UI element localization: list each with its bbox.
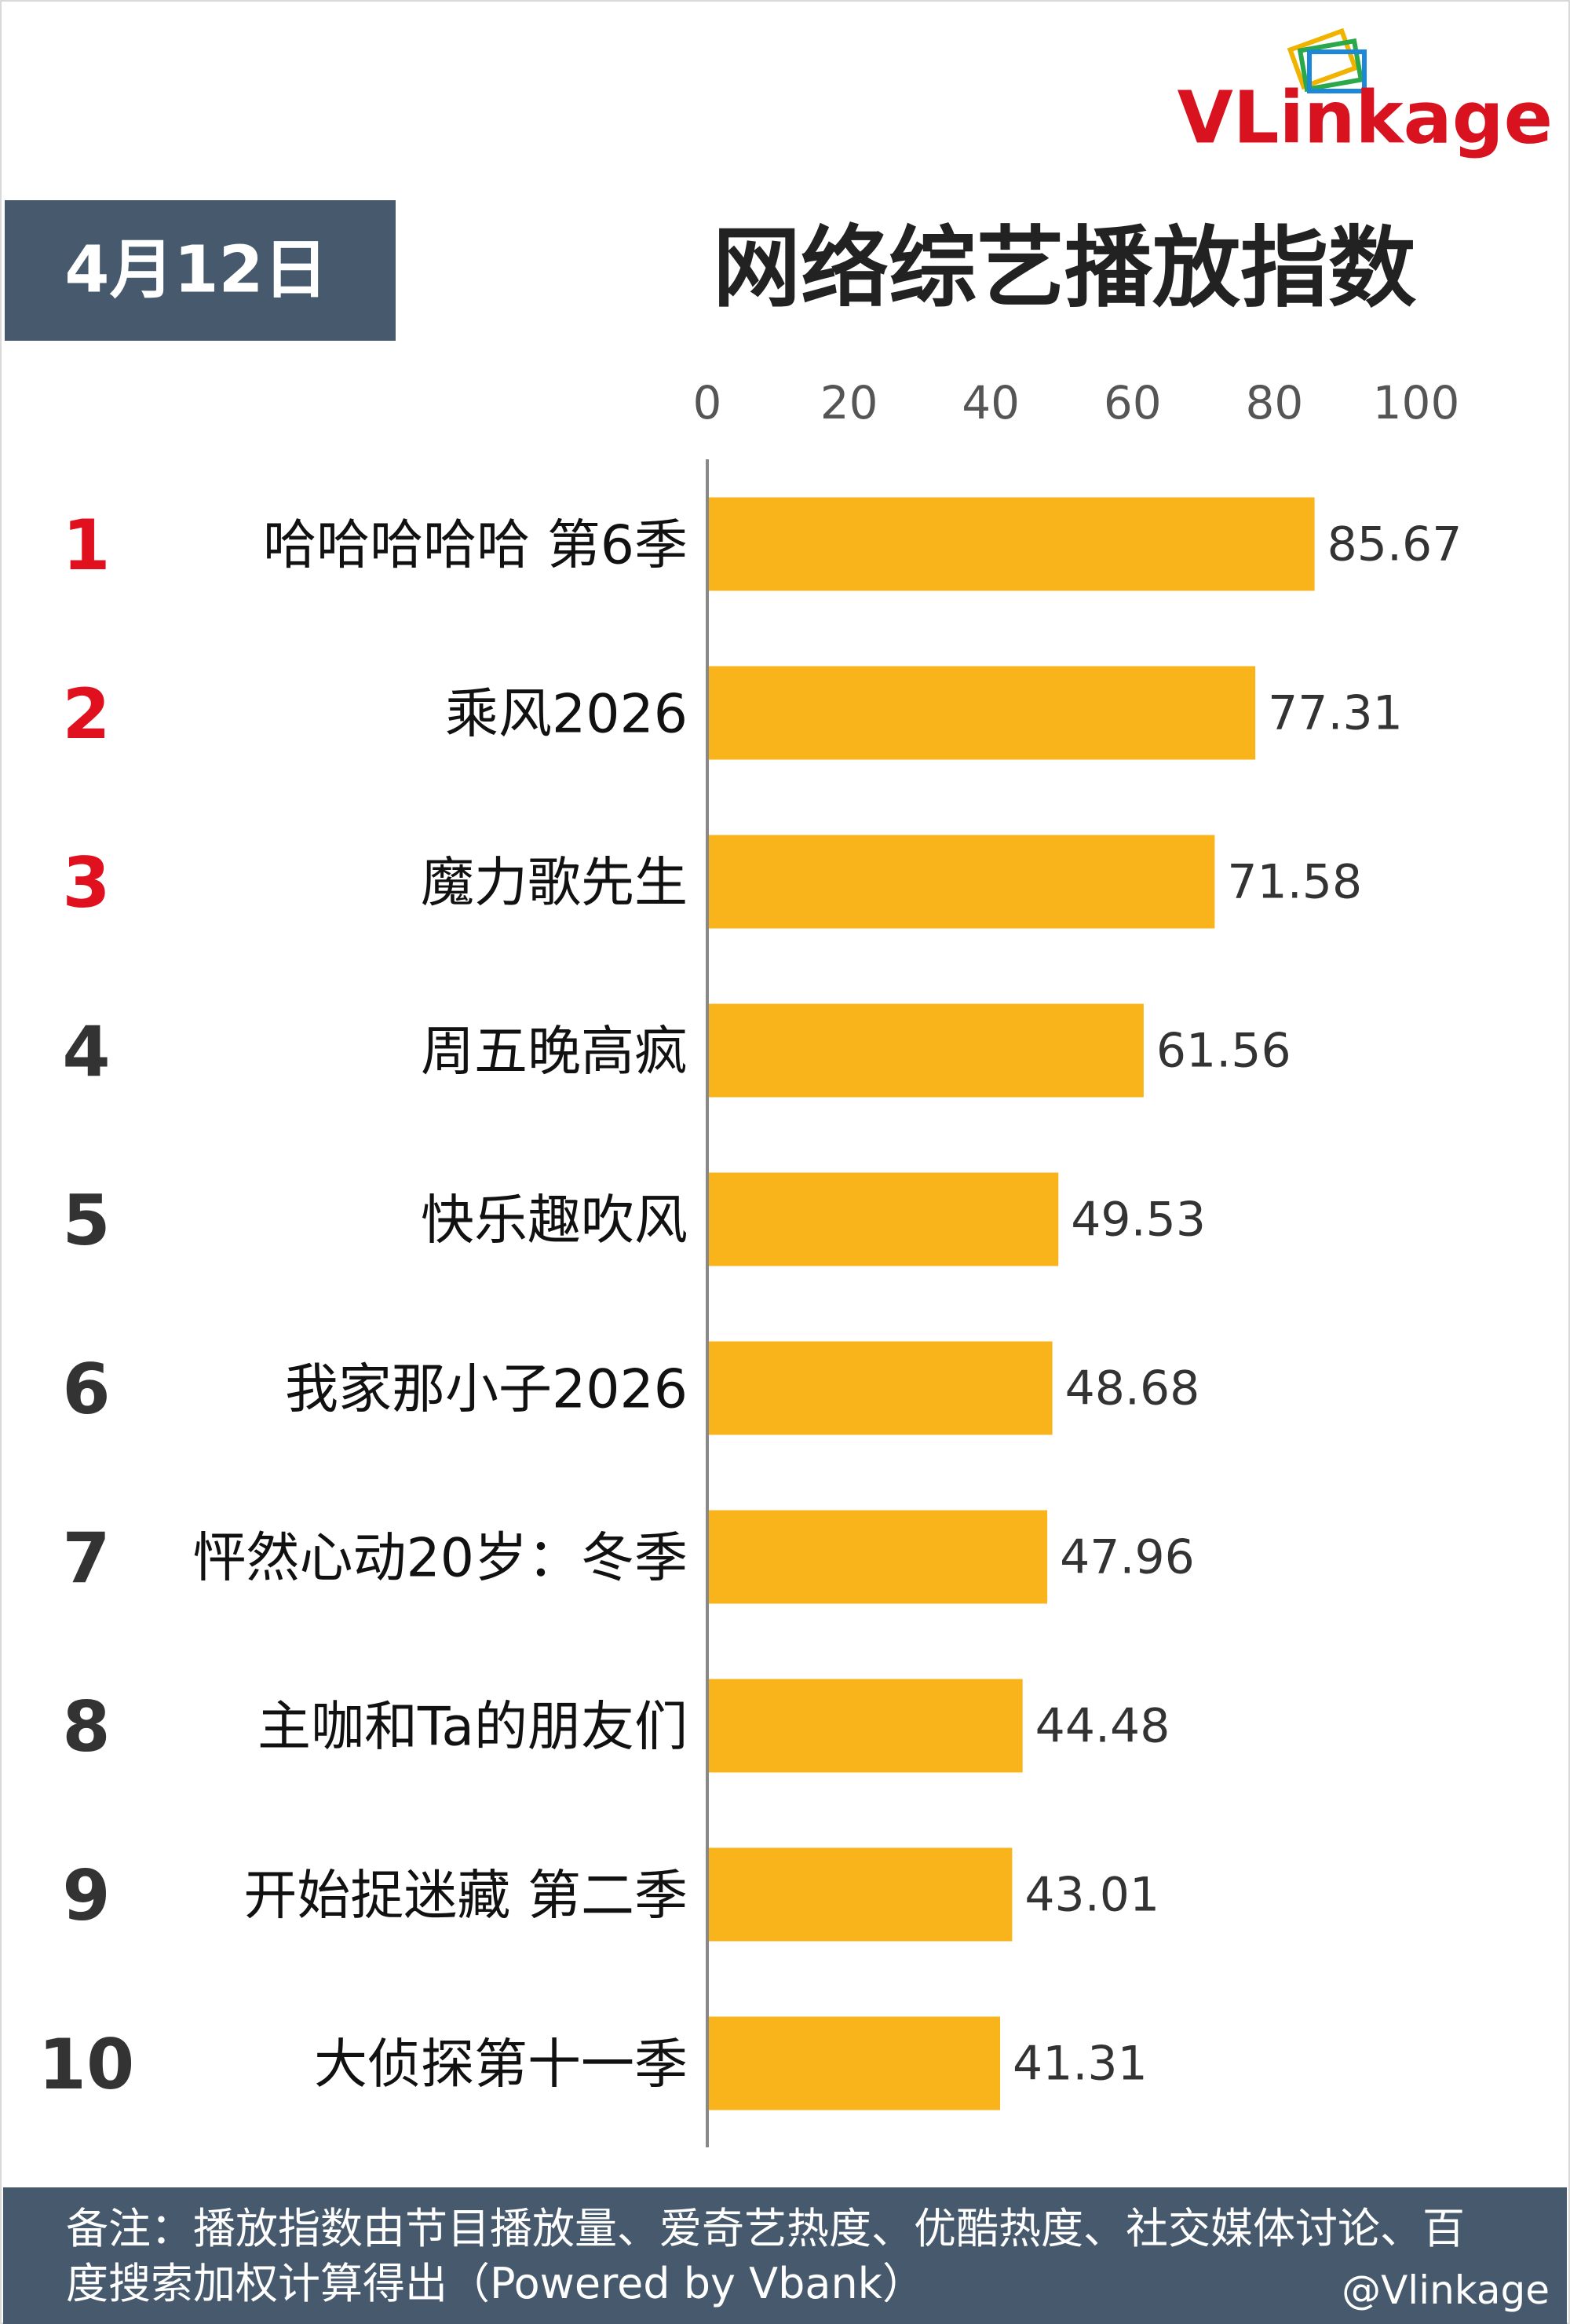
logo-icon: [1287, 27, 1367, 93]
bar: [709, 1679, 1023, 1773]
x-tick-label: 100: [1373, 376, 1460, 429]
chart-title: 网络综艺播放指数: [713, 217, 1416, 320]
rank: 7: [62, 1518, 110, 1599]
bar: [709, 835, 1215, 929]
value-label: 71.58: [1227, 855, 1362, 910]
rank: 8: [62, 1686, 110, 1767]
category-label: 怦然心动20岁：冬季: [192, 1528, 688, 1590]
category-label: 我家那小子2026: [285, 1359, 688, 1421]
value-label: 43.01: [1024, 1868, 1159, 1923]
category-label: 周五晚高疯: [421, 1021, 688, 1083]
category-label: 大侦探第十一季: [314, 2034, 688, 2096]
value-label: 47.96: [1060, 1530, 1195, 1585]
note: 备注：播放指数由节目播放量、爱奇艺热度、优酷热度、社交媒体讨论、百度搜索加权计算…: [66, 2204, 1465, 2308]
rank: 6: [62, 1349, 110, 1430]
date: 4月12日: [64, 232, 327, 307]
bar: [709, 2016, 1001, 2110]
rank: 3: [62, 842, 110, 923]
value-label: 49.53: [1071, 1193, 1206, 1248]
bar: [709, 1341, 1053, 1435]
bar: [709, 666, 1256, 760]
rank: 10: [38, 2024, 134, 2105]
x-tick-label: 80: [1245, 376, 1303, 429]
category-label: 乘风2026: [445, 684, 688, 746]
value-label: 41.31: [1013, 2037, 1148, 2092]
footer: 备注：播放指数由节目播放量、爱奇艺热度、优酷热度、社交媒体讨论、百度搜索加权计算…: [3, 2187, 1567, 2324]
value-label: 85.67: [1327, 517, 1462, 572]
x-tick-label: 60: [1104, 376, 1162, 429]
watermark: @Vlinkage: [1342, 2267, 1550, 2313]
x-tick-label: 0: [693, 376, 722, 429]
rank: 9: [62, 1855, 110, 1936]
rank: 5: [62, 1180, 110, 1261]
bar: [709, 1510, 1048, 1604]
category-label: 开始捉迷藏 第二季: [243, 1865, 688, 1928]
bar: [709, 497, 1315, 591]
bar: [709, 1172, 1059, 1266]
chart: 4月12日 网络综艺播放指数 VLinkage 0 20 40 60 80 100 1 哈哈哈…: [5, 27, 1553, 2147]
x-tick-label: 20: [820, 376, 878, 429]
value-label: 48.68: [1065, 1361, 1200, 1416]
value-label: 77.31: [1268, 686, 1403, 741]
rank: 2: [62, 674, 110, 755]
category-label: 哈哈哈哈哈 第6季: [263, 515, 688, 577]
category-label: 魔力歌先生: [421, 853, 688, 915]
logo: VLinkage: [1178, 75, 1553, 159]
category-label: 快乐趣吹风: [421, 1190, 688, 1252]
x-tick-label: 40: [962, 376, 1020, 429]
date-box: [5, 200, 396, 341]
rank: 4: [62, 1011, 110, 1092]
bar: [709, 1847, 1013, 1942]
value-label: 44.48: [1035, 1699, 1170, 1754]
rank: 1: [62, 505, 110, 586]
category-label: 主咖和Ta的朋友们: [257, 1697, 688, 1759]
value-label: 61.56: [1156, 1024, 1291, 1079]
bar: [709, 1003, 1144, 1098]
